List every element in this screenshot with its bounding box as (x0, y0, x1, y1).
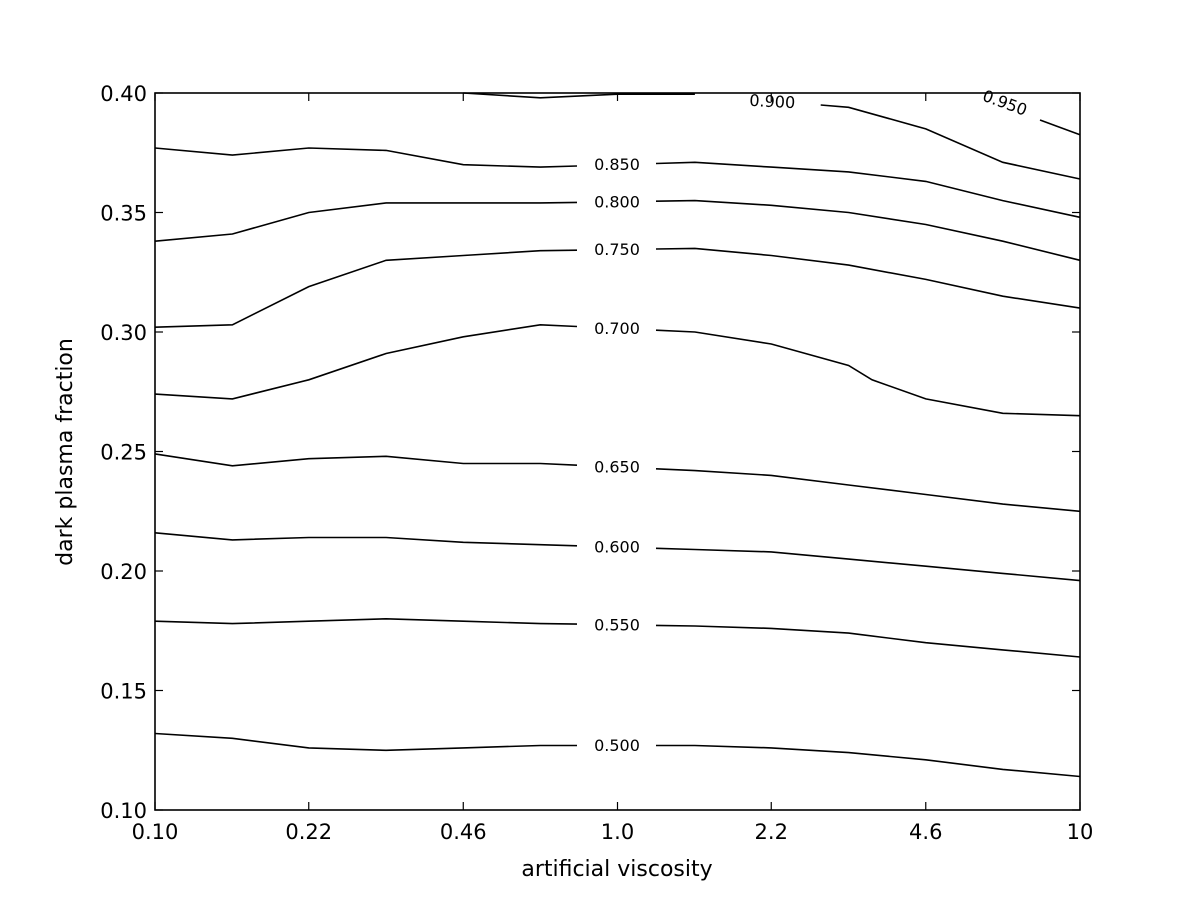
y-tick-label: 0.15 (100, 680, 147, 704)
contour-label: 0.650 (594, 458, 640, 477)
y-tick-label: 0.25 (100, 441, 147, 465)
contour-line-0.800 (154, 201, 578, 242)
x-tick-label: 2.2 (755, 820, 788, 844)
contour-line-0.650 (655, 468, 1081, 513)
x-tick-label: 0.10 (132, 820, 179, 844)
contour-line-0.550 (154, 617, 578, 625)
contour-label: 0.500 (594, 736, 640, 755)
x-tick-label: 0.46 (440, 820, 487, 844)
x-tick-label: 10 (1067, 820, 1094, 844)
contour-label: 0.800 (594, 192, 640, 211)
y-axis-label: dark plasma fraction (53, 338, 78, 566)
contour-line-0.600 (655, 547, 1081, 582)
y-tick-label: 0.30 (100, 321, 147, 345)
contour-line-0.650 (154, 453, 578, 467)
contour-label: 0.950 (980, 86, 1030, 120)
contour-line-0.900 (463, 92, 695, 99)
contour-label: 0.550 (594, 615, 640, 634)
contour-line-0.950 (1039, 119, 1081, 136)
contour-line-0.750 (154, 249, 578, 328)
x-tick-label: 0.22 (285, 820, 332, 844)
contour-line-0.700 (655, 329, 1081, 417)
contour-line-0.550 (655, 624, 1081, 658)
x-tick-label: 4.6 (909, 820, 942, 844)
contour-line-0.600 (154, 532, 578, 547)
contour-label: 0.600 (594, 538, 640, 557)
contour-line-0.900 (820, 104, 1081, 180)
contour-line-0.800 (655, 199, 1081, 262)
contour-label: 0.850 (594, 155, 640, 174)
contour-line-0.850 (154, 147, 578, 168)
x-axis-label: artificial viscosity (521, 857, 712, 882)
y-tick-label: 0.35 (100, 202, 147, 226)
y-tick-label: 0.10 (100, 799, 147, 823)
contour-line-0.750 (655, 247, 1081, 309)
contour-label: 0.750 (594, 240, 640, 259)
contour-line-0.500 (656, 744, 1081, 778)
y-tick-label: 0.40 (100, 82, 147, 106)
contour-line-0.850 (655, 161, 1081, 219)
contour-label: 0.900 (749, 91, 796, 112)
y-tick-label: 0.20 (100, 560, 147, 584)
contour-label: 0.700 (594, 319, 640, 338)
x-tick-label: 1.0 (601, 820, 634, 844)
contour-line-0.700 (154, 323, 578, 400)
contour-line-0.500 (154, 732, 577, 752)
